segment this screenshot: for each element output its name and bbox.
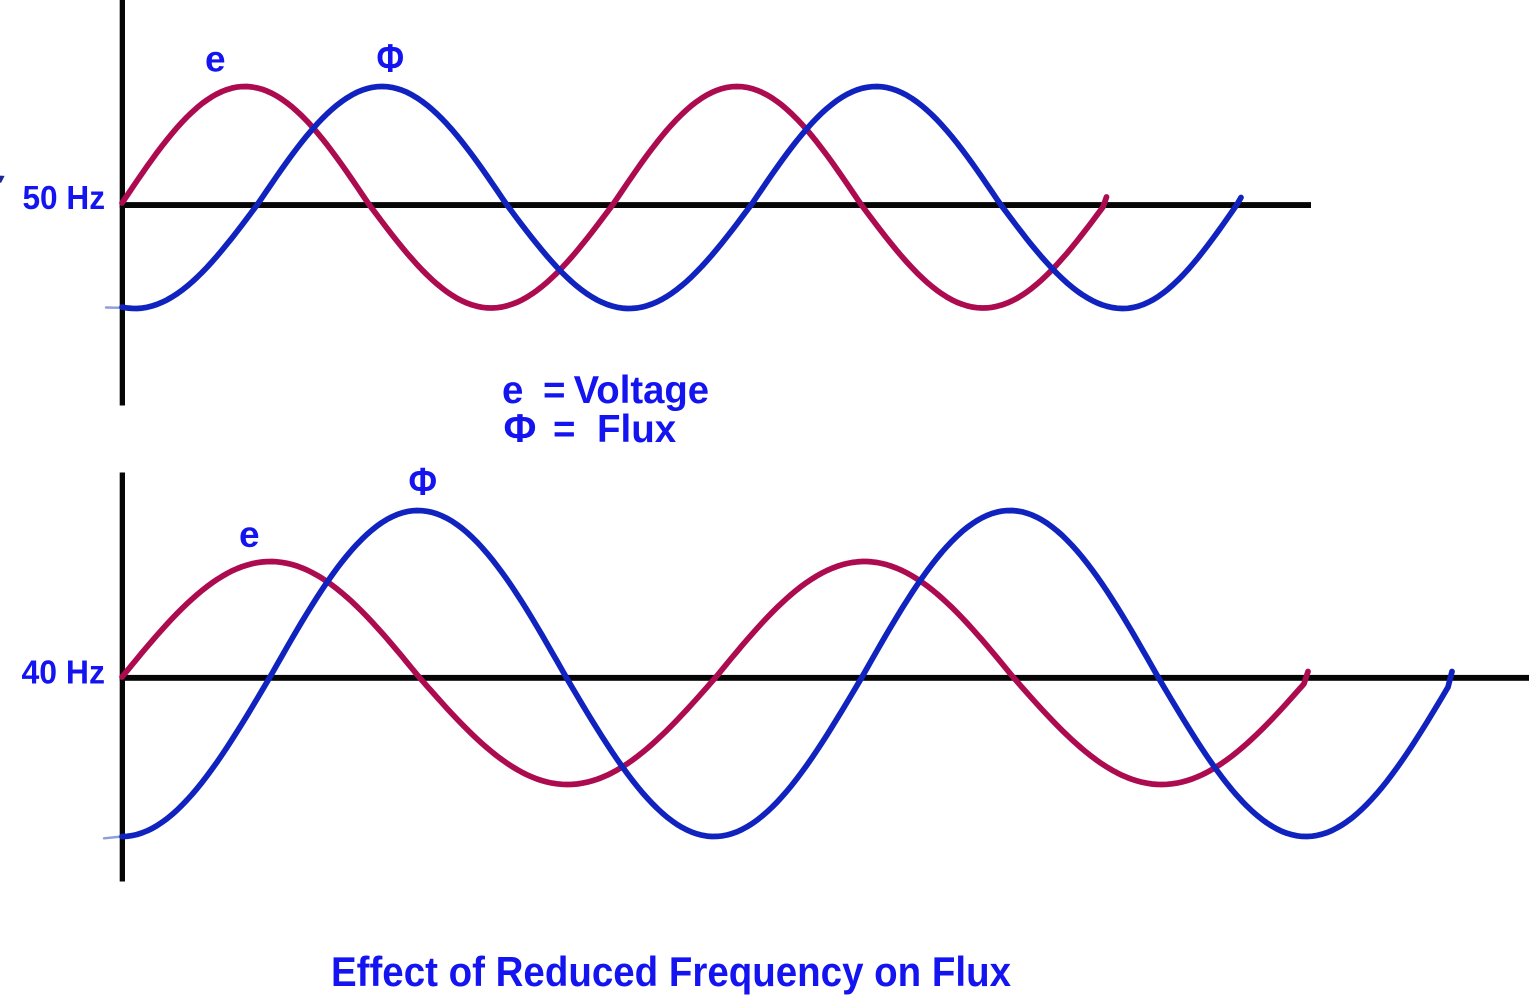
svg-text:Voltage: Voltage	[574, 369, 710, 412]
svg-text:=: =	[553, 408, 575, 451]
svg-text:Effect of Reduced Frequency on: Effect of Reduced Frequency on Flux	[331, 948, 1011, 995]
svg-text:Φ: Φ	[504, 407, 537, 451]
svg-text:=: =	[543, 369, 565, 412]
svg-text:Φ: Φ	[377, 37, 405, 81]
svg-text:e: e	[205, 39, 226, 80]
svg-text:50 Hz: 50 Hz	[23, 179, 106, 216]
svg-text:40 Hz: 40 Hz	[22, 654, 106, 691]
svg-text:e: e	[502, 369, 523, 412]
svg-text:Φ: Φ	[409, 461, 438, 504]
svg-text:Flux: Flux	[597, 408, 677, 451]
svg-text:e: e	[239, 514, 260, 555]
